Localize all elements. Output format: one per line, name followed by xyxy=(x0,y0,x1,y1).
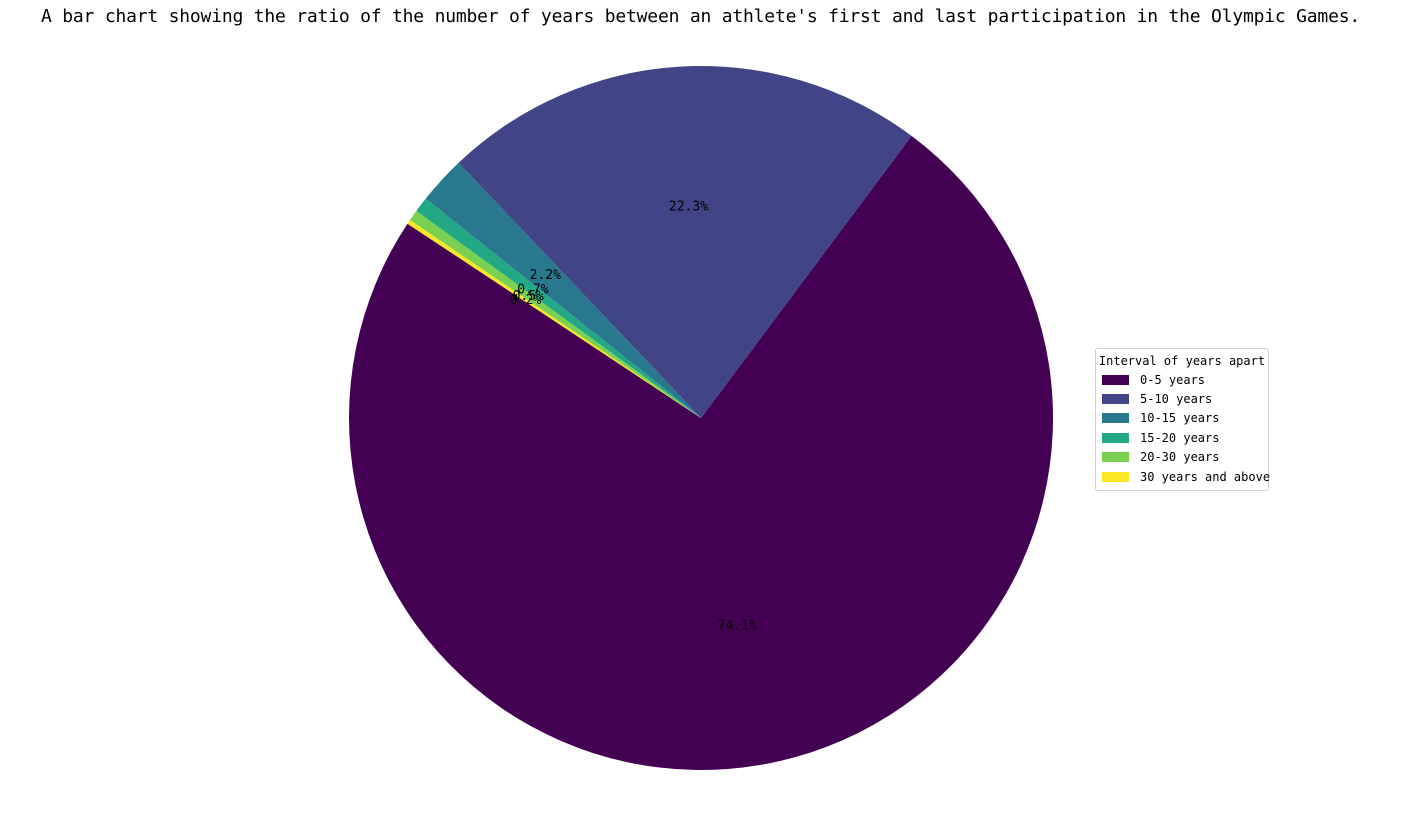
legend-swatch xyxy=(1102,374,1129,385)
legend-label: 30 years and above xyxy=(1140,469,1271,484)
pie-slice-label: 74.1% xyxy=(718,619,757,634)
legend-item: 10-15 years xyxy=(1096,409,1268,428)
pie-slice-label: 0.2% xyxy=(510,293,541,308)
pie-slice-label: 0.7% xyxy=(517,283,548,298)
pie-slice-5-10-years xyxy=(458,65,912,418)
legend-swatch xyxy=(1102,471,1129,482)
pie-slice-label: 22.3% xyxy=(669,200,708,215)
legend-swatch xyxy=(1102,452,1129,463)
legend-title: Interval of years apart xyxy=(1098,354,1266,368)
legend-label: 5-10 years xyxy=(1140,392,1213,407)
pie-slice-label: 0.5% xyxy=(513,289,544,304)
pie-slices xyxy=(349,65,1054,771)
legend-item: 15-20 years xyxy=(1096,428,1268,447)
pie-slice-10-15-years xyxy=(425,162,701,418)
pie-slice-30-years-and-above xyxy=(407,220,701,418)
legend: Interval of years apart 0-5 years 5-10 ye… xyxy=(1095,348,1271,492)
pie-labels: 74.1% 22.3% 2.2%0.7%0.5%0.2% xyxy=(510,200,757,634)
legend-label: 0-5 years xyxy=(1140,372,1206,387)
pie-slice-20-30-years xyxy=(409,211,701,418)
legend-items: 0-5 years 5-10 years 10-15 years 15-20 year… xyxy=(1096,370,1271,486)
legend-item: 0-5 years xyxy=(1096,370,1268,389)
legend-label: 10-15 years xyxy=(1140,411,1220,426)
legend-swatch xyxy=(1102,432,1129,443)
pie-slice-label: 2.2% xyxy=(530,268,561,283)
pie-slice-0-5-years xyxy=(349,135,1054,771)
legend-item: 20-30 years xyxy=(1096,448,1268,467)
legend-item: 30 years and above xyxy=(1096,467,1271,486)
legend-swatch xyxy=(1102,394,1129,405)
legend-item: 5-10 years xyxy=(1096,389,1268,408)
legend-label: 15-20 years xyxy=(1140,430,1220,445)
legend-label: 20-30 years xyxy=(1140,450,1220,465)
legend-swatch xyxy=(1102,413,1129,424)
pie-slice-15-20-years xyxy=(416,198,701,418)
chart-title: A bar chart showing the ratio of the num… xyxy=(41,6,1360,27)
